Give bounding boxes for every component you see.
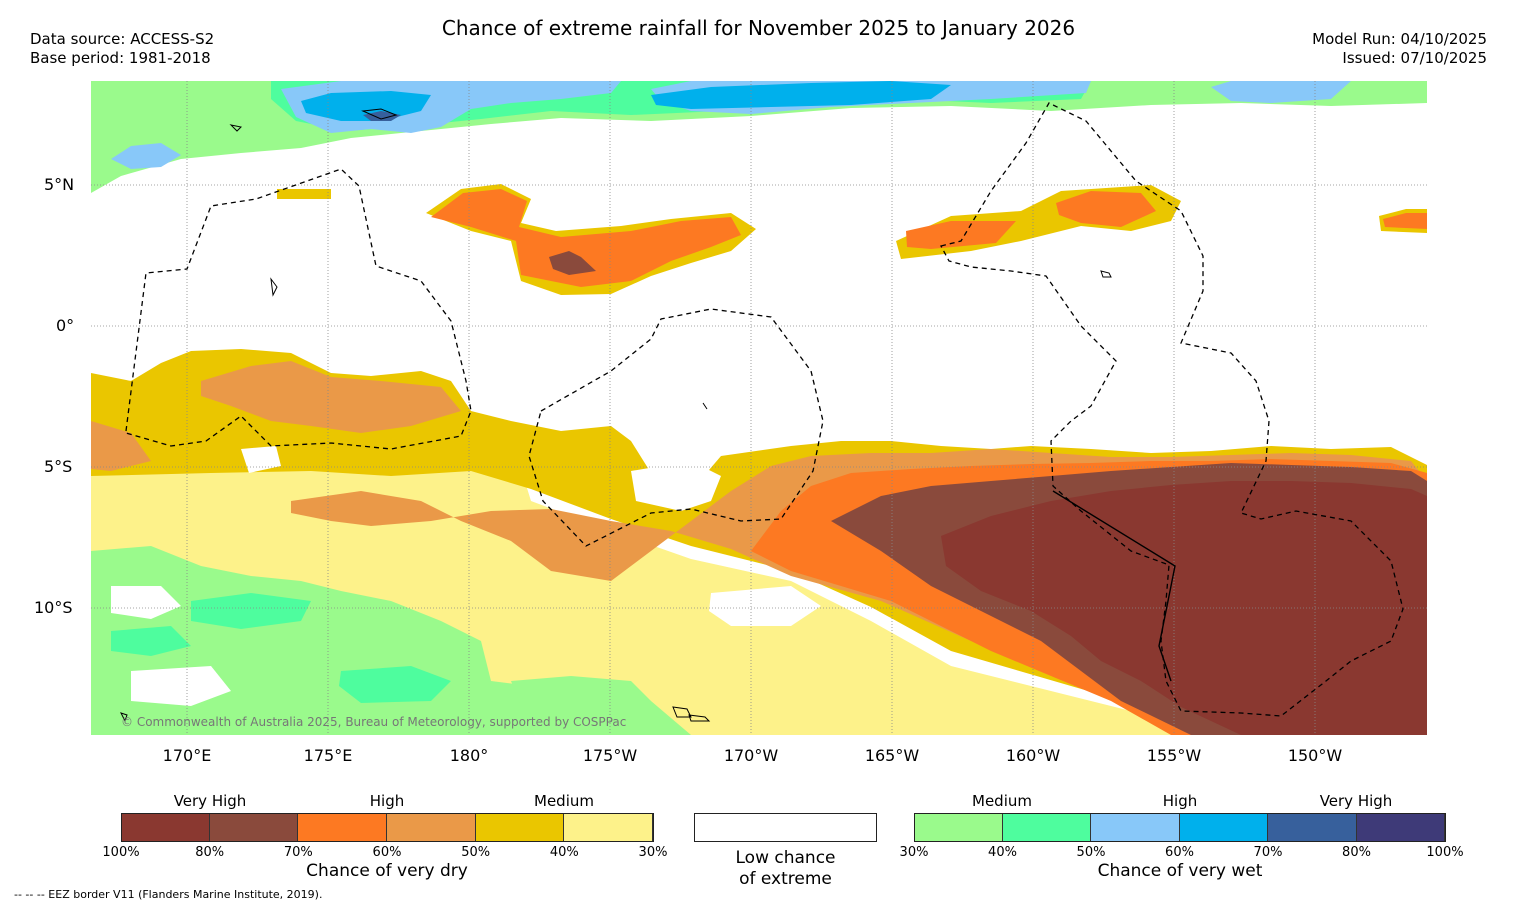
low-chance-south-hole-2 [131, 666, 231, 706]
dry-swatch-1 [209, 813, 299, 841]
dry-tick-label: 70% [283, 845, 313, 860]
low-chance-hole-2 [709, 586, 821, 626]
issued-date: Issued: 07/10/2025 [1342, 49, 1487, 67]
eez-border-line-islands [940, 102, 1404, 717]
rainfall-map [91, 81, 1427, 735]
low-chance-legend-title: Low chance of extreme [694, 848, 877, 890]
island-small-3 [229, 124, 243, 132]
model-run: Model Run: 04/10/2025 [1312, 30, 1487, 48]
eez-borders [125, 102, 1404, 717]
low-chance-swatch [694, 813, 877, 842]
dry-swatch-0 [121, 813, 210, 841]
dry-mid-region-northeast-2 [1056, 191, 1156, 227]
lon-label-175e: 175°E [303, 746, 353, 765]
dry-colorbar-frame [121, 813, 654, 842]
dry-tick-label: 60% [372, 845, 402, 860]
lat-label-0: 0° [56, 316, 75, 335]
island-small-6 [702, 402, 708, 410]
wet-category-medium: Medium [972, 792, 1032, 810]
dry-medium-patch-small [277, 189, 331, 199]
wet-category-very-high: Very High [1319, 792, 1393, 810]
lon-label-170e: 170°E [162, 746, 212, 765]
eez-border-tuvalu-tokelau [528, 308, 824, 547]
wet-high-region-west [111, 143, 181, 169]
low-chance-hole-1 [631, 461, 721, 511]
dry-swatch-2 [298, 813, 387, 841]
dry-tick-label: 30% [638, 845, 668, 860]
wet-tick-label: 40% [988, 845, 1017, 860]
wet-very-high-region-north-2 [651, 81, 951, 109]
lon-label-170w: 170°W [723, 746, 779, 765]
dry-tick-label: 80% [195, 845, 225, 860]
base-period: Base period: 1981-2018 [30, 49, 211, 67]
data-source: Data source: ACCESS-S2 [30, 30, 215, 48]
dry-legend-title: Chance of very dry [306, 861, 468, 881]
eez-footnote: -- -- -- EEZ border V11 (Flanders Marine… [14, 888, 323, 901]
wet-swatch-2 [1091, 813, 1180, 841]
lon-label-155w: 155°W [1146, 746, 1202, 765]
lon-label-180: 180° [449, 746, 489, 765]
low-chance-hole-3 [241, 446, 281, 473]
map-title: Chance of extreme rainfall for November … [441, 16, 1076, 40]
low-chance-line2: of extreme [739, 869, 832, 889]
lon-label-150w: 150°W [1287, 746, 1343, 765]
wet-tick-label: 60% [1165, 845, 1194, 860]
wet-swatch-1 [1002, 813, 1091, 841]
island-small-1 [1100, 270, 1112, 278]
wet-mid-patch-1 [191, 593, 311, 629]
dry-tick-label: 100% [102, 845, 140, 860]
data-source-info: Data source: ACCESS-S2 Base period: 1981… [30, 30, 214, 68]
dry-mid-patch-east [1383, 213, 1427, 229]
wet-tick-label: 50% [1076, 845, 1106, 860]
low-chance-line1: Low chance [735, 848, 836, 868]
dry-swatch-4 [475, 813, 565, 841]
dry-category-high: High [369, 792, 405, 810]
wet-swatch-0 [914, 813, 1003, 841]
low-chance-south-hole [111, 586, 181, 619]
island-samoa [672, 706, 711, 722]
dry-mid-region-northeast [906, 221, 1016, 249]
lon-label-165w: 165°W [864, 746, 920, 765]
wet-swatch-4 [1268, 813, 1357, 841]
copyright-notice: © Commonwealth of Australia 2025, Bureau… [121, 715, 627, 729]
lon-label-175w: 175°W [582, 746, 638, 765]
wet-tick-label: 30% [899, 845, 929, 860]
lat-label-10s: 10°S [34, 598, 73, 617]
dry-tick-label: 50% [461, 845, 491, 860]
wet-medium-patch-center [511, 676, 651, 723]
island-small-4 [120, 712, 128, 723]
dry-category-very-high: Very High [173, 792, 247, 810]
wet-mid-patch-2 [339, 666, 451, 703]
wet-swatch-5 [1356, 813, 1445, 841]
dry-very-high-patch [549, 251, 596, 275]
dry-tick-label: 40% [549, 845, 579, 860]
islands [120, 108, 1112, 723]
island-small-5 [270, 277, 278, 297]
wet-very-high-region-north [301, 91, 431, 121]
model-info: Model Run: 04/10/2025 Issued: 07/10/2025 [1312, 30, 1487, 68]
wet-tick-label: 80% [1342, 845, 1371, 860]
wet-tick-label: 100% [1426, 845, 1464, 860]
lat-label-5s: 5°S [44, 457, 73, 476]
wet-swatch-3 [1179, 813, 1268, 841]
grid-lines [91, 81, 1427, 735]
solid-boundary [1052, 490, 1176, 682]
wet-tick-label: 70% [1253, 845, 1283, 860]
wet-colorbar-frame [914, 813, 1446, 842]
dry-category-medium: Medium [534, 792, 594, 810]
wet-legend-title: Chance of very wet [1097, 861, 1263, 881]
island-small-2 [361, 108, 398, 120]
dry-swatch-5 [564, 813, 653, 841]
wet-mid-patch-3 [111, 626, 191, 656]
wet-high-region-north-3 [1211, 81, 1351, 103]
lon-label-160w: 160°W [1005, 746, 1061, 765]
lat-label-5n: 5°N [44, 175, 75, 194]
wet-category-high: High [1162, 792, 1198, 810]
dry-swatch-3 [387, 813, 476, 841]
dry-mid-region-central-north [431, 189, 741, 287]
